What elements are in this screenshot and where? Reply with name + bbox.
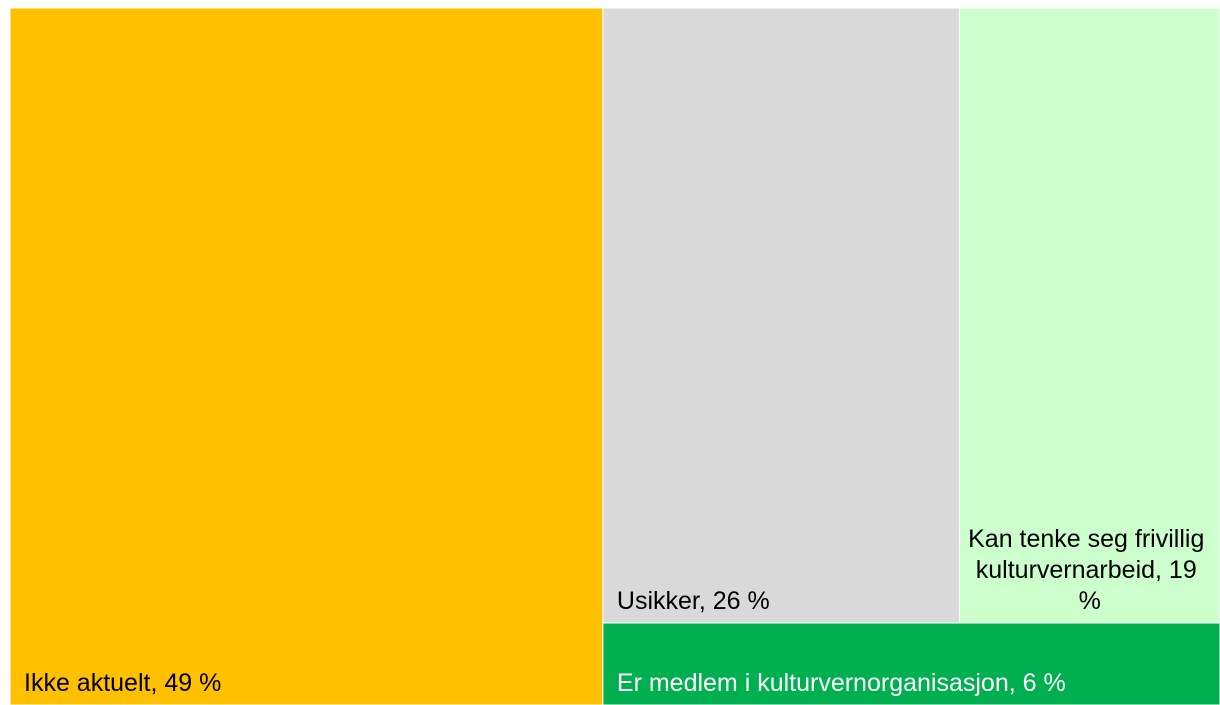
tile-label: Kan tenke seg frivillig kulturvernarbeid…	[968, 525, 1211, 615]
treemap-tile	[9, 7, 604, 705]
tile-label-line: %	[1079, 587, 1101, 615]
tile-label-line: Kan tenke seg frivillig	[968, 525, 1211, 553]
treemap-tile	[958, 7, 1220, 624]
tile-label: Usikker, 26 %	[617, 587, 770, 615]
treemap-tile	[602, 622, 1220, 705]
tile-label: Er medlem i kulturvernorganisasjon, 6 %	[617, 669, 1066, 697]
treemap-tile	[602, 7, 960, 624]
tile-label-line: kulturvernarbeid, 19	[976, 556, 1204, 584]
tile-label: Ikke aktuelt, 49 %	[24, 669, 221, 697]
